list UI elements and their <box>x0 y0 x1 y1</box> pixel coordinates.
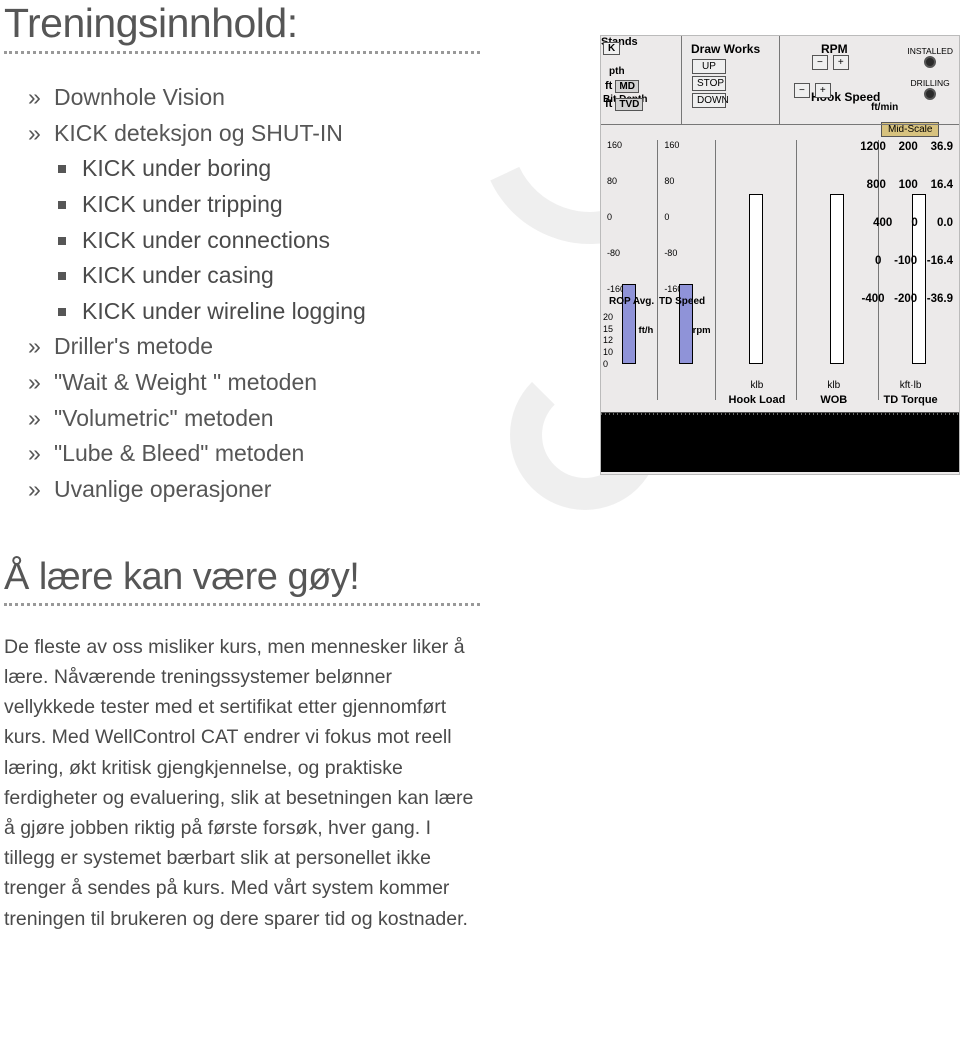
stands-minus-button[interactable]: − <box>794 83 810 98</box>
dotted-rule <box>4 603 480 606</box>
subheading: Å lære kan være gøy! <box>4 556 480 599</box>
tick-label: 160 <box>607 140 622 150</box>
tick-label: 10 <box>603 347 613 359</box>
tvd-chip: TVD <box>615 98 643 111</box>
section-heading: Treningsinnhold: <box>4 0 480 47</box>
rop-avg-label: ROP Avg. <box>609 296 654 307</box>
tick-label: 80 <box>607 176 617 186</box>
list-item: Uvanlige operasjoner <box>32 472 480 508</box>
gauge-side-values: 1200 200 36.9 800 100 16.4 400 0 0.0 0 -… <box>860 142 953 332</box>
list-item: "Wait & Weight " metoden <box>32 365 480 401</box>
unit-label: ft/h <box>639 325 654 336</box>
gauge-hookload <box>715 140 796 400</box>
drilling-led-icon <box>924 88 936 100</box>
ftmin-label: ft/min <box>871 102 898 113</box>
list-item: KICK under casing <box>60 258 480 294</box>
tick-label: 0 <box>603 359 613 371</box>
tick-label: 160 <box>664 140 679 150</box>
drilling-simulator-panel: K pth Bit Depth Draw Works RPM Stands Ho… <box>600 35 960 475</box>
divider <box>681 36 682 124</box>
depth-label: pth <box>609 66 625 77</box>
value: 100 <box>899 179 918 191</box>
value: 0 <box>875 255 881 267</box>
content-list: Downhole Vision KICK deteksjon og SHUT-I… <box>4 80 480 508</box>
rop-scale: 20 15 12 10 0 <box>603 312 613 370</box>
stands-controls: − + <box>793 82 832 99</box>
drawworks-controls: UP STOP DOWN <box>691 58 727 109</box>
stands-label: Stands <box>601 36 959 48</box>
list-item: Driller's metode <box>32 329 480 365</box>
unit-label: klb <box>795 380 872 391</box>
value: 1200 <box>860 141 886 153</box>
value: 200 <box>899 141 918 153</box>
down-button[interactable]: DOWN <box>692 93 726 108</box>
stop-button[interactable]: STOP <box>692 76 726 91</box>
up-button[interactable]: UP <box>692 59 726 74</box>
rpm-minus-button[interactable]: − <box>812 55 828 70</box>
td-speed-label: TD Speed <box>659 296 705 307</box>
value: 800 <box>867 179 886 191</box>
divider <box>601 124 959 125</box>
md-chip: MD <box>615 80 639 93</box>
installed-label: INSTALLED <box>907 46 953 56</box>
hookload-label: Hook Load <box>719 394 796 406</box>
tvd-row: ft TVD <box>605 98 643 110</box>
list-item: KICK deteksjon og SHUT-IN <box>32 116 480 152</box>
unit-label: kft·lb <box>872 380 949 391</box>
value: -36.9 <box>927 293 953 305</box>
tick-label: 0 <box>607 212 612 222</box>
value: 400 <box>873 217 892 229</box>
tick-label: -80 <box>664 248 677 258</box>
sub-list: KICK under boring KICK under tripping KI… <box>32 151 480 329</box>
installed-led-icon <box>924 56 936 68</box>
rpm-plus-button[interactable]: + <box>833 55 849 70</box>
unit-row: klb klb kft·lb <box>611 380 949 391</box>
chart-strip <box>601 412 959 472</box>
value: -200 <box>894 293 917 305</box>
tick-label: -80 <box>607 248 620 258</box>
tdtorque-label: TD Torque <box>872 394 949 406</box>
drilling-label: DRILLING <box>911 78 950 88</box>
tick-label: 80 <box>664 176 674 186</box>
tick-label: 0 <box>664 212 669 222</box>
ok-button[interactable]: K <box>603 42 620 55</box>
list-item: "Volumetric" metoden <box>32 401 480 437</box>
tick-label: 12 <box>603 335 613 347</box>
list-item: KICK under tripping <box>60 187 480 223</box>
list-item: KICK under wireline logging <box>60 294 480 330</box>
tick-label: 15 <box>603 324 613 336</box>
value: 0.0 <box>937 217 953 229</box>
dotted-rule <box>4 51 480 54</box>
gauge-td-speed: 160 80 0 -80 -160 rpm <box>657 140 714 400</box>
value: -100 <box>894 255 917 267</box>
drawworks-label: Draw Works <box>691 42 760 56</box>
value: -16.4 <box>927 255 953 267</box>
rpm-controls: − + <box>811 54 850 71</box>
gauge-labels: Hook Load WOB TD Torque <box>611 394 949 406</box>
value: 36.9 <box>931 141 953 153</box>
value: 0 <box>911 217 917 229</box>
list-item: KICK under connections <box>60 223 480 259</box>
list-item: KICK under boring <box>60 151 480 187</box>
gauge-bar <box>830 194 844 364</box>
status-leds: INSTALLED DRILLING <box>907 46 953 110</box>
list-item: "Lube & Bleed" metoden <box>32 436 480 472</box>
value: -400 <box>862 293 885 305</box>
measured-depth-row: ft MD <box>605 80 639 92</box>
unit-label: rpm <box>693 325 711 336</box>
wob-label: WOB <box>795 394 872 406</box>
divider <box>779 36 780 124</box>
tick-label: 20 <box>603 312 613 324</box>
stands-plus-button[interactable]: + <box>815 83 831 98</box>
body-paragraph: De fleste av oss misliker kurs, men menn… <box>4 632 478 934</box>
value: 16.4 <box>931 179 953 191</box>
list-item: Downhole Vision <box>32 80 480 116</box>
gauge-bar <box>749 194 763 364</box>
body-text: Nåværende treningssystemer belønner vell… <box>4 666 473 930</box>
unit-label: klb <box>719 380 796 391</box>
